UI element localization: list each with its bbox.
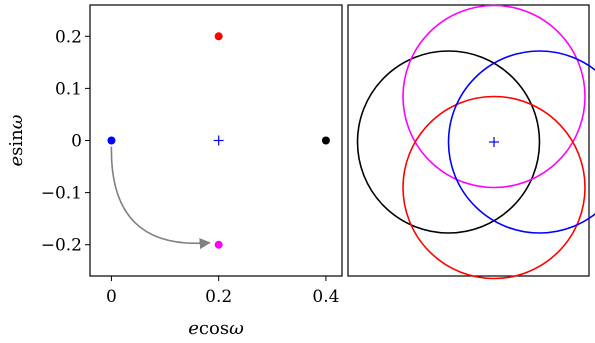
data-point: [107, 136, 116, 145]
y-tick-label: −0.1: [41, 184, 82, 204]
y-tick-label: −0.2: [41, 236, 82, 256]
orbit-circle: [356, 50, 541, 234]
data-point: [214, 32, 223, 41]
y-axis-label-e: e: [6, 156, 27, 167]
x-axis-label-omega: ω: [229, 318, 244, 339]
right-plot-frame: [347, 4, 590, 277]
y-axis-label-omega: ω: [6, 114, 27, 129]
y-tick-label: 0.1: [55, 79, 82, 99]
x-axis-label: ecosω: [188, 318, 244, 339]
x-tick-label: 0: [106, 287, 117, 307]
orbit-circle: [402, 95, 586, 280]
y-tick-label: 0: [71, 132, 82, 152]
x-tick-label: 0.2: [205, 287, 232, 307]
data-point: [321, 136, 330, 145]
x-axis-label-cos: cos: [199, 318, 229, 339]
x-axis-label-e: e: [188, 318, 199, 339]
left-panel: 0 0.2 0.4 0.20.10−0.1−0.2 ecosω esinω: [6, 4, 343, 339]
y-tick-label: 0.2: [55, 27, 82, 47]
data-point: [214, 240, 223, 249]
y-axis-label: esinω: [6, 114, 27, 166]
orbit-circle: [447, 50, 595, 234]
orbit-circle: [402, 4, 586, 189]
x-tick-label: 0.4: [312, 287, 339, 307]
y-axis-label-sin: sin: [6, 129, 27, 156]
right-panel: [347, 4, 595, 280]
trajectory-arrow: [110, 146, 211, 250]
